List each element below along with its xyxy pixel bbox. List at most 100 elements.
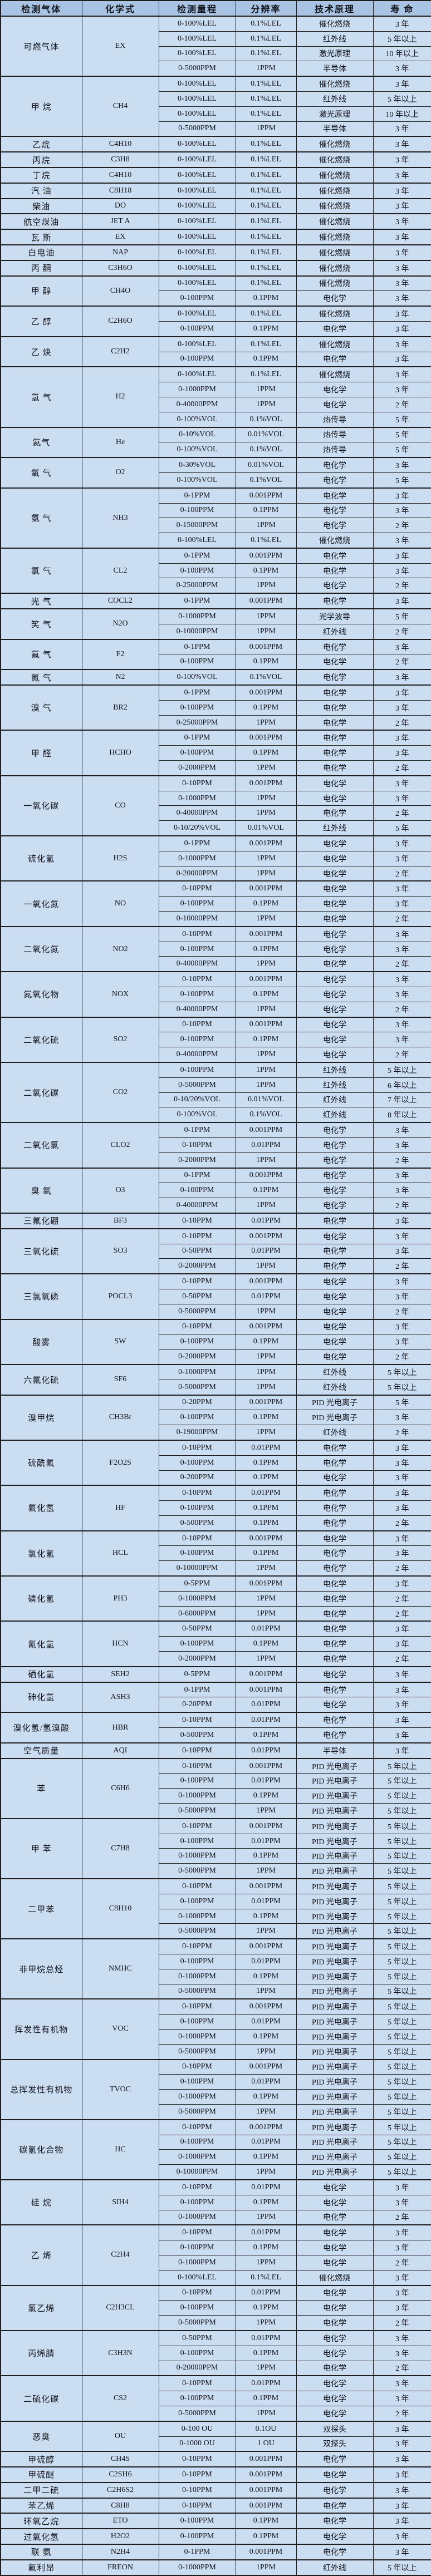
lifespan-cell: 3 年 <box>373 15 431 32</box>
lifespan-cell: 3 年 <box>373 2375 431 2392</box>
spec-row: 可燃气体 EX 0-100%LEL 0.1%LEL 催化燃烧 3 年 <box>0 15 431 77</box>
lifespan-cell: 5 年以上 <box>373 1061 431 1078</box>
resolution-cell: 0.001PPM <box>235 593 297 609</box>
principle-cell: PID 光电离子 <box>296 2134 374 2150</box>
lifespan-cell: 3 年 <box>373 2451 431 2467</box>
lifespan-cell: 3 年 <box>373 1016 431 1033</box>
resolution-cell: 1PPM <box>235 2104 297 2120</box>
spec-row: 0-40000PPM 1PPM 电化学 2 年 <box>1 956 431 972</box>
gas-name-cell: 二氧化碳 <box>0 1061 82 1123</box>
spec-row: 0-2000PPM 1PPM 电化学 2 年 <box>1 1258 431 1274</box>
formula-cell: C3H3N <box>81 2329 159 2376</box>
principle-cell: 红外线 <box>296 1425 374 1441</box>
spec-row: 0-1000PPM 1PPM 电化学 2 年 <box>1 2254 431 2270</box>
range-cell: 0-10PPM <box>158 1712 236 1728</box>
principle-cell: 热传导 <box>296 426 374 443</box>
range-cell: 0-10PPM <box>158 1439 236 1456</box>
range-cell: 0-5000PPM <box>158 2104 236 2120</box>
principle-cell: 催化燃烧 <box>296 533 374 549</box>
principle-cell: 电化学 <box>296 2240 374 2255</box>
spec-row: 0-10000PPM 1PPM 电化学 2 年 <box>1 1560 431 1577</box>
resolution-cell: 0.1%LEL <box>235 151 297 168</box>
resolution-cell: 0.1PPM <box>235 2149 297 2165</box>
formula-cell: HCHO <box>81 730 159 776</box>
resolution-cell: 1PPM <box>235 1001 297 1018</box>
spec-row: 氮氧化物 NOX 0-10PPM 0.001PPM 电化学 3 年 <box>0 971 431 1018</box>
resolution-cell: 0.001PPM <box>235 1666 297 1683</box>
range-cell: 0-5PPM <box>158 1575 236 1592</box>
lifespan-cell: 3 年 <box>373 1243 431 1259</box>
range-cell: 0-10PPM <box>158 1318 236 1335</box>
spec-row: 0-100PPM 0.1PPM 电化学 3 年 <box>1 745 431 761</box>
resolution-cell: 0.001PPM <box>235 2451 297 2467</box>
range-cell: 0-1PPM <box>158 684 236 701</box>
principle-cell: 电化学 <box>296 321 374 337</box>
lifespan-cell: 3 年 <box>373 1167 431 1184</box>
lifespan-cell: 3 年 <box>373 2391 431 2406</box>
resolution-cell: 0.1%LEL <box>235 366 297 383</box>
range-cell: 0-10000PPM <box>158 911 236 927</box>
resolution-cell: 0.1OU <box>235 2420 297 2437</box>
resolution-cell: 0.1PPM <box>235 290 297 307</box>
range-cell: 0-100PPM <box>158 1183 236 1199</box>
range-cell: 0-5000PPM <box>158 61 236 77</box>
resolution-cell: 0.1PPM <box>235 1848 297 1864</box>
resolution-cell: 0.1PPM <box>235 1500 297 1516</box>
spec-row: 0-100%LEL 0.1%LEL 催化燃烧 3 年 <box>1 2269 431 2286</box>
lifespan-cell: 3 年 <box>373 2528 431 2545</box>
resolution-cell: 0.001PPM <box>235 880 297 897</box>
range-cell: 0-25000PPM <box>158 578 236 594</box>
formula-cell: C2H4 <box>81 2224 159 2286</box>
spec-row: 二硫化碳 CS2 0-10PPM 0.01PPM 电化学 3 年 <box>0 2375 431 2422</box>
header-resolution: 分辨率 <box>235 0 297 17</box>
principle-cell: 电化学 <box>296 775 374 791</box>
range-cell: 0-100PPM <box>158 1455 236 1471</box>
formula-cell: N2O <box>81 608 159 640</box>
spec-row: 笑 气 N2O 0-1000PPM 1PPM 光学波导 5 年 <box>0 608 431 640</box>
resolution-cell: 0.1%LEL <box>235 106 297 122</box>
formula-cell: N2 <box>81 669 159 686</box>
principle-cell: PID 光电离子 <box>296 2149 374 2165</box>
principle-cell: 电化学 <box>296 1183 374 1199</box>
principle-cell: 红外线 <box>296 1363 374 1380</box>
resolution-cell: 1PPM <box>235 1923 297 1939</box>
formula-cell: CH4 <box>81 76 159 137</box>
spec-row: 乙 炔 C2H2 0-100%LEL 0.1%LEL 催化燃烧 3 年 <box>0 336 431 367</box>
principle-cell: 电化学 <box>296 2405 374 2422</box>
lifespan-cell: 3 年 <box>373 1636 431 1652</box>
range-cell: 0-100PPM <box>158 2240 236 2255</box>
range-cell: 0-10000PPM <box>158 2164 236 2180</box>
spec-row: 0-100PPM 0.1PPM 电化学 3 年 <box>1 351 431 367</box>
formula-cell: ETO <box>81 2513 159 2529</box>
principle-cell: 电化学 <box>296 2481 374 2499</box>
principle-cell: 催化燃烧 <box>296 15 374 32</box>
gas-name-cell: 笑 气 <box>0 608 82 640</box>
lifespan-cell: 3 年 <box>373 1455 431 1471</box>
principle-cell: 电化学 <box>296 593 374 609</box>
range-cell: 0-100%LEL <box>158 106 236 122</box>
range-cell: 0-1000PPM <box>158 1590 236 1607</box>
range-cell: 0-100PPM <box>158 745 236 761</box>
range-cell: 0-100 OU <box>158 2420 236 2437</box>
lifespan-cell: 3 年 <box>373 1439 431 1456</box>
principle-cell: 电化学 <box>296 1530 374 1546</box>
spec-row: 硒化氢 SEH2 0-5PPM 0.001PPM 电化学 3 年 <box>0 1666 431 1683</box>
range-cell: 0-1PPM <box>158 1681 236 1698</box>
range-cell: 0-1PPM <box>158 487 236 504</box>
resolution-cell: 1PPM <box>235 578 297 594</box>
principle-cell: 电化学 <box>296 1137 374 1153</box>
principle-cell: 催化燃烧 <box>296 275 374 292</box>
lifespan-cell: 3 年 <box>373 457 431 473</box>
lifespan-cell: 3 年 <box>373 1212 431 1229</box>
spec-row: 柴油 DO 0-100%LEL 0.1%LEL 催化燃烧 3 年 <box>0 198 431 214</box>
principle-cell: PID 光电离子 <box>296 1938 374 1955</box>
lifespan-cell: 3 年 <box>373 880 431 897</box>
formula-cell: SO2 <box>81 1016 159 1063</box>
lifespan-cell: 5 年以上 <box>373 1818 431 1834</box>
range-cell: 0-10PPM <box>158 1998 236 2015</box>
lifespan-cell: 5 年以上 <box>373 2119 431 2135</box>
formula-cell: C2H3CL <box>81 2284 159 2331</box>
principle-cell: 电化学 <box>296 1455 374 1471</box>
principle-cell: 催化燃烧 <box>296 76 374 92</box>
spec-row: 氯化氢 HCL 0-10PPM 0.001PPM 电化学 3 年 <box>0 1530 431 1577</box>
